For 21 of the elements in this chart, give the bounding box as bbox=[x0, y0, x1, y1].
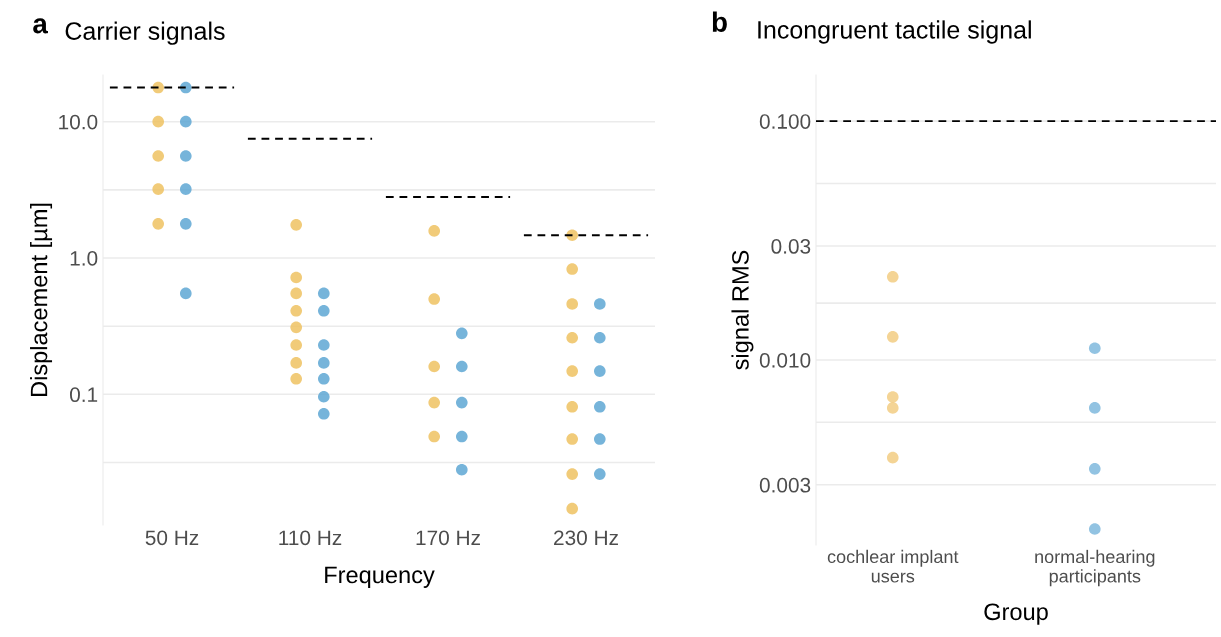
text: b bbox=[712, 11, 727, 32]
chart-title: Incongruent tactile signal bbox=[758, 20, 1031, 44]
y-tick-label: 0.03 bbox=[771, 239, 811, 254]
x-tick-label: 230 Hz bbox=[554, 530, 618, 546]
y-tick-label: 10.0 bbox=[59, 114, 98, 130]
y-tick-label: 0.100 bbox=[759, 114, 811, 129]
y-tick-label: 0.010 bbox=[759, 352, 811, 368]
x-axis-title: Frequency bbox=[325, 566, 435, 588]
y-tick-label: 0.003 bbox=[759, 477, 811, 493]
x-tick-label: cochlear implant users bbox=[827, 549, 959, 583]
y-tick-label: 1.0 bbox=[70, 251, 98, 266]
x-tick-label: 170 Hz bbox=[416, 530, 480, 546]
text: a bbox=[33, 18, 48, 34]
x-axis-title: Group bbox=[984, 603, 1048, 625]
x-tick-label: normal-hearing participants bbox=[1035, 549, 1155, 587]
y-axis-title: Displacement [µm] bbox=[30, 203, 53, 397]
y-tick-label: 0.1 bbox=[69, 387, 98, 403]
chart-title: Carrier signals bbox=[65, 21, 225, 45]
y-axis-title: signal RMS bbox=[731, 250, 754, 370]
x-tick-label: 50 Hz bbox=[145, 530, 199, 546]
x-tick-label: 110 Hz bbox=[279, 530, 342, 546]
